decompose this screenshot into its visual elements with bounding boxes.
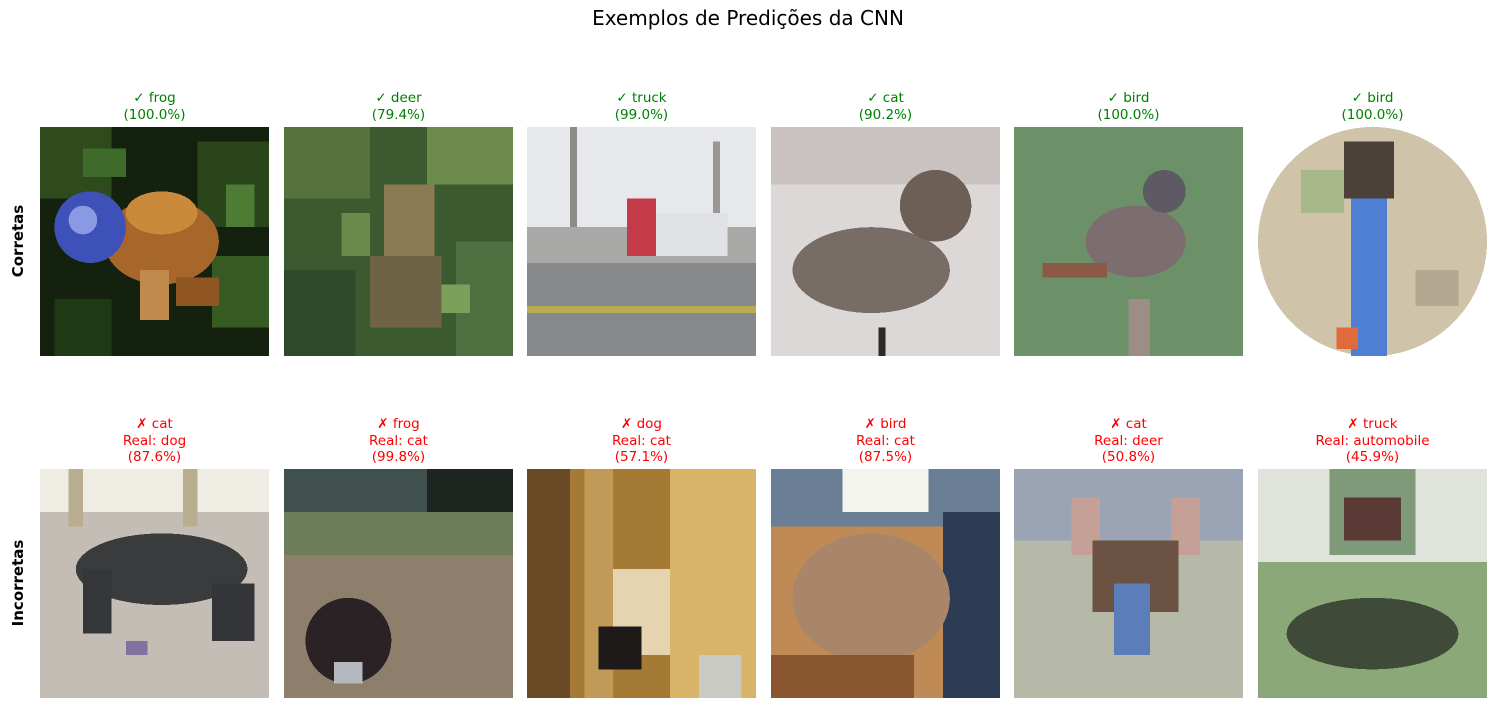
caption: ✓ frog (100.0%): [123, 90, 186, 123]
figure-title: Exemplos de Predições da CNN: [592, 6, 904, 30]
cat-image: [771, 469, 1000, 698]
bird-image: [1258, 127, 1487, 356]
caption: ✗ dog Real: cat (57.1%): [612, 416, 671, 465]
caption: ✓ truck (99.0%): [614, 90, 669, 123]
bird-image: [1014, 127, 1243, 356]
automobile-image: [1258, 469, 1487, 698]
caption: ✓ deer (79.4%): [371, 90, 426, 123]
caption: ✓ cat (90.2%): [858, 90, 913, 123]
caption: ✗ cat Real: dog (87.6%): [122, 416, 187, 465]
caption: ✓ bird (100.0%): [1097, 90, 1160, 123]
frog-image: [40, 127, 269, 356]
caption: ✓ bird (100.0%): [1341, 90, 1404, 123]
cat-image: [771, 127, 1000, 356]
truck-image: [527, 127, 756, 356]
deer-image: [284, 127, 513, 356]
cat-image: [284, 469, 513, 698]
caption: ✗ cat Real: deer (50.8%): [1094, 416, 1163, 465]
dog-image: [40, 469, 269, 698]
cat-image: [527, 469, 756, 698]
caption: ✗ frog Real: cat (99.8%): [369, 416, 428, 465]
row-label-incorretas: Incorretas: [9, 539, 27, 627]
deer-image: [1014, 469, 1243, 698]
caption: ✗ bird Real: cat (87.5%): [856, 416, 915, 465]
row-label-corretas: Corretas: [9, 204, 27, 278]
caption: ✗ truck Real: automobile (45.9%): [1315, 416, 1430, 465]
